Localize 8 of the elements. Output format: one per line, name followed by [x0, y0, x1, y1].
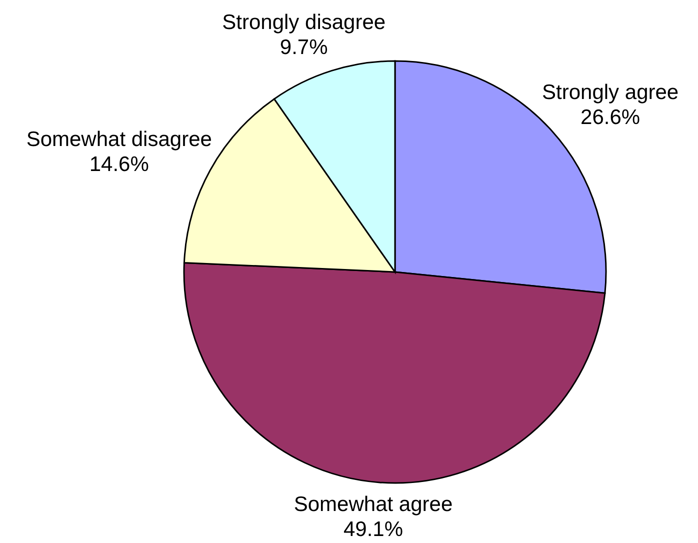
slice-label: Somewhat agree	[294, 493, 453, 516]
data-label: 49.1%	[343, 518, 404, 542]
data-label: 9.7%	[280, 36, 328, 60]
slice-label: Strongly disagree	[222, 11, 386, 34]
slice-label: Somewhat disagree	[26, 128, 212, 151]
data-label: 14.6%	[89, 152, 149, 176]
slice-label: Strongly agree	[542, 81, 679, 104]
data-label: 26.6%	[580, 106, 640, 130]
